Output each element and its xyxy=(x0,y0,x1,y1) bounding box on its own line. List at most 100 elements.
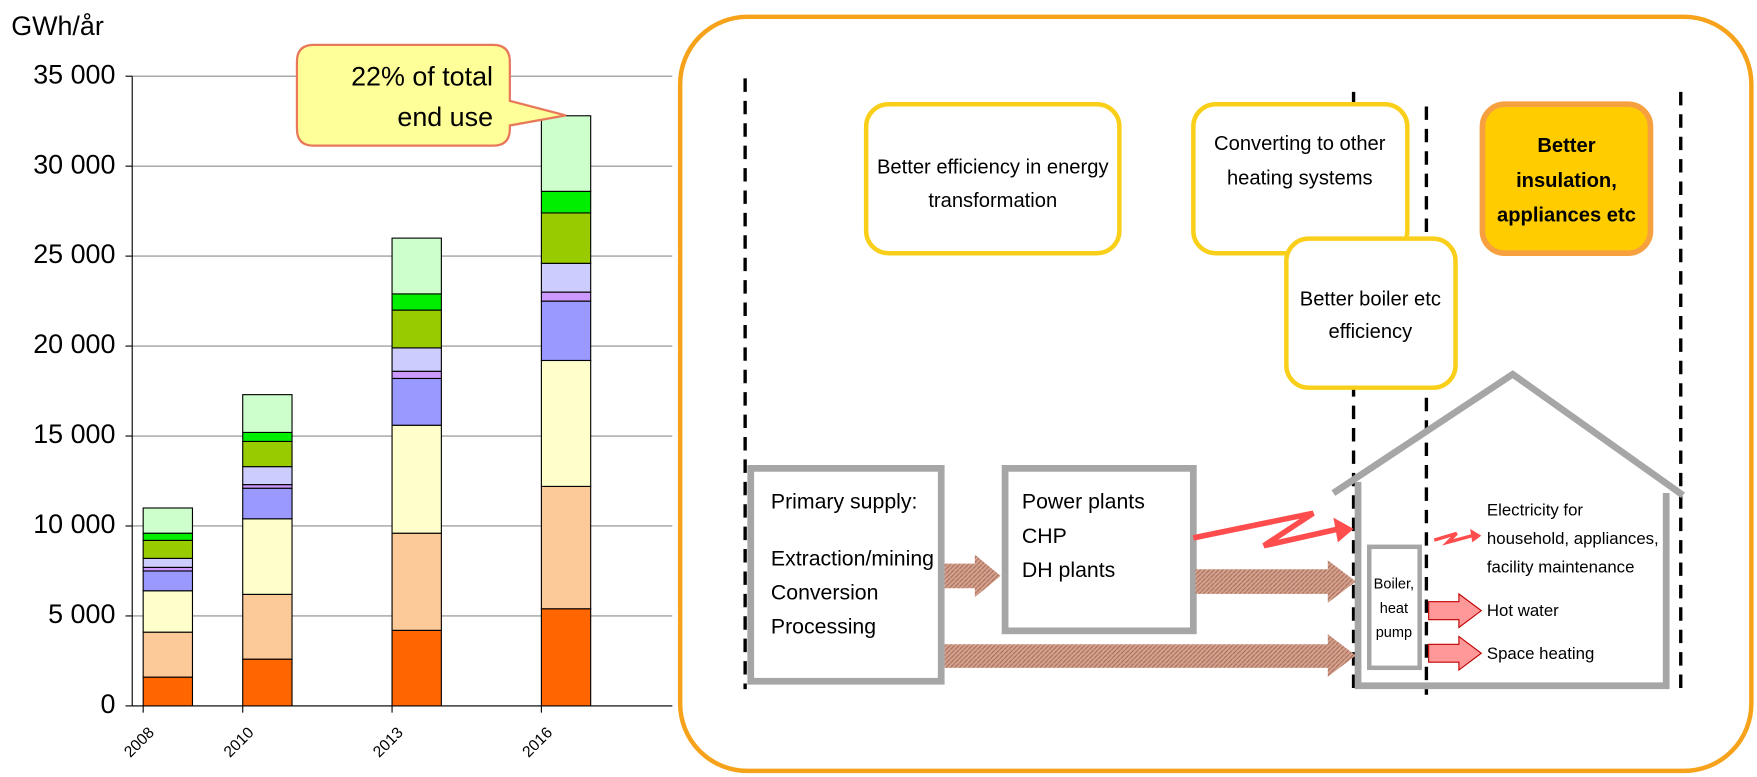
electricity-arrow xyxy=(1192,510,1340,549)
box-label: insulation, xyxy=(1516,170,1617,192)
bar-chart: 0 5 000 10 000 15 000 20 000 25 000 30 000 35 0… xyxy=(33,43,673,761)
box-label: Converting to other xyxy=(1214,133,1386,155)
bar-segment xyxy=(242,593,293,660)
box-label: Primary supply: xyxy=(771,490,918,514)
measure-box xyxy=(1284,236,1458,390)
box-label: heat xyxy=(1380,601,1408,617)
box-label: Boiler, xyxy=(1374,577,1414,593)
bar-segment xyxy=(242,431,293,442)
output-label: Space heating xyxy=(1487,644,1594,663)
bar-segment xyxy=(142,676,194,707)
bar-segment xyxy=(391,424,442,534)
x-tick-label: 2008 xyxy=(121,724,158,761)
flow-arrows xyxy=(944,554,1356,677)
box-label: Conversion xyxy=(771,580,879,604)
arrow-head xyxy=(1470,528,1482,543)
bar-segment xyxy=(142,557,194,568)
y-tick-label: 15 000 xyxy=(33,419,115,449)
bar-segment xyxy=(242,518,293,595)
bar-segment xyxy=(391,237,442,295)
bar-segment xyxy=(142,507,194,534)
bar-segment xyxy=(391,629,442,707)
bar-segment xyxy=(540,291,592,302)
box-label: efficiency xyxy=(1329,321,1414,343)
bar-segment xyxy=(391,370,442,380)
bar-segment xyxy=(540,115,592,192)
y-tick-label: 5 000 xyxy=(48,599,115,629)
box-label: DH plants xyxy=(1022,558,1115,582)
output-label: household, appliances, xyxy=(1487,529,1659,548)
box-label: Better efficiency in energy xyxy=(877,156,1109,178)
house-walls xyxy=(1354,481,1670,690)
diagram-frame xyxy=(677,14,1754,774)
output-label: facility maintenance xyxy=(1487,558,1635,577)
bar-segment xyxy=(242,466,293,486)
arrow-head xyxy=(1333,517,1354,543)
flow-arrow xyxy=(944,554,1001,598)
bar-segment xyxy=(142,570,194,592)
bar-segment xyxy=(242,658,293,707)
y-tick-label: 0 xyxy=(100,689,115,719)
callout xyxy=(295,43,567,147)
x-tick-label: 2013 xyxy=(370,724,407,761)
box-label: appliances etc xyxy=(1497,205,1636,227)
bar-segment xyxy=(540,262,592,293)
box-label: Extraction/mining xyxy=(771,546,934,570)
box-label: Better boiler etc xyxy=(1300,289,1441,311)
house-roof xyxy=(1331,370,1685,499)
box-label: Power plants xyxy=(1022,490,1145,514)
zigzag xyxy=(1433,531,1473,546)
output-label: Electricity for xyxy=(1487,500,1584,519)
bar-segment xyxy=(142,532,194,541)
annotation: 22% of total xyxy=(351,62,493,92)
bar-segment xyxy=(540,190,592,214)
y-tick-label: 10 000 xyxy=(33,509,115,539)
y-tick-label: 25 000 xyxy=(33,239,115,269)
bar-segment xyxy=(391,532,442,631)
box-label: Better xyxy=(1537,135,1595,157)
bar-segment xyxy=(242,440,293,468)
flow-arrow xyxy=(1195,560,1356,603)
bar-segment xyxy=(142,539,194,559)
box-label: transformation xyxy=(928,190,1057,212)
house xyxy=(1331,370,1685,690)
x-tick-label: 2016 xyxy=(519,724,556,761)
bar-segment xyxy=(540,300,592,362)
annotation: end use xyxy=(397,102,493,132)
diagram-labels: Better efficiency in energy transformatio… xyxy=(771,133,1659,663)
bar-segment xyxy=(540,485,592,610)
output-arrow xyxy=(1428,592,1483,629)
bar-segment xyxy=(540,608,592,707)
zigzag xyxy=(1192,510,1340,549)
flow-arrow xyxy=(944,634,1356,677)
box-label: pump xyxy=(1376,625,1412,641)
boiler-box xyxy=(1367,544,1422,671)
bar-segment xyxy=(391,377,442,426)
box-label: CHP xyxy=(1022,524,1067,548)
measure-box-highlight xyxy=(1479,101,1654,257)
plants-box xyxy=(1001,465,1197,635)
y-tick-label: 30 000 xyxy=(33,149,115,179)
bar-segment xyxy=(540,212,592,264)
primary-box xyxy=(747,465,945,685)
output-arrow xyxy=(1428,635,1483,672)
y-tick-label: 35 000 xyxy=(33,59,115,89)
output-label: Hot water xyxy=(1487,601,1559,620)
bar-segment xyxy=(242,487,293,520)
box-label: heating systems xyxy=(1227,168,1373,190)
box-label: Processing xyxy=(771,615,876,639)
y-tick-label: 20 000 xyxy=(33,329,115,359)
bar-segment xyxy=(391,309,442,349)
bar-segment xyxy=(242,394,293,433)
bar-segment xyxy=(142,631,194,678)
measure-box xyxy=(863,101,1122,256)
y-axis-label: GWh/år xyxy=(11,11,104,41)
bar-segment xyxy=(391,293,442,311)
x-tick-label: 2010 xyxy=(221,724,258,761)
bar-segment xyxy=(391,347,442,372)
bar-segment xyxy=(142,590,194,633)
bar-segment xyxy=(540,359,592,487)
